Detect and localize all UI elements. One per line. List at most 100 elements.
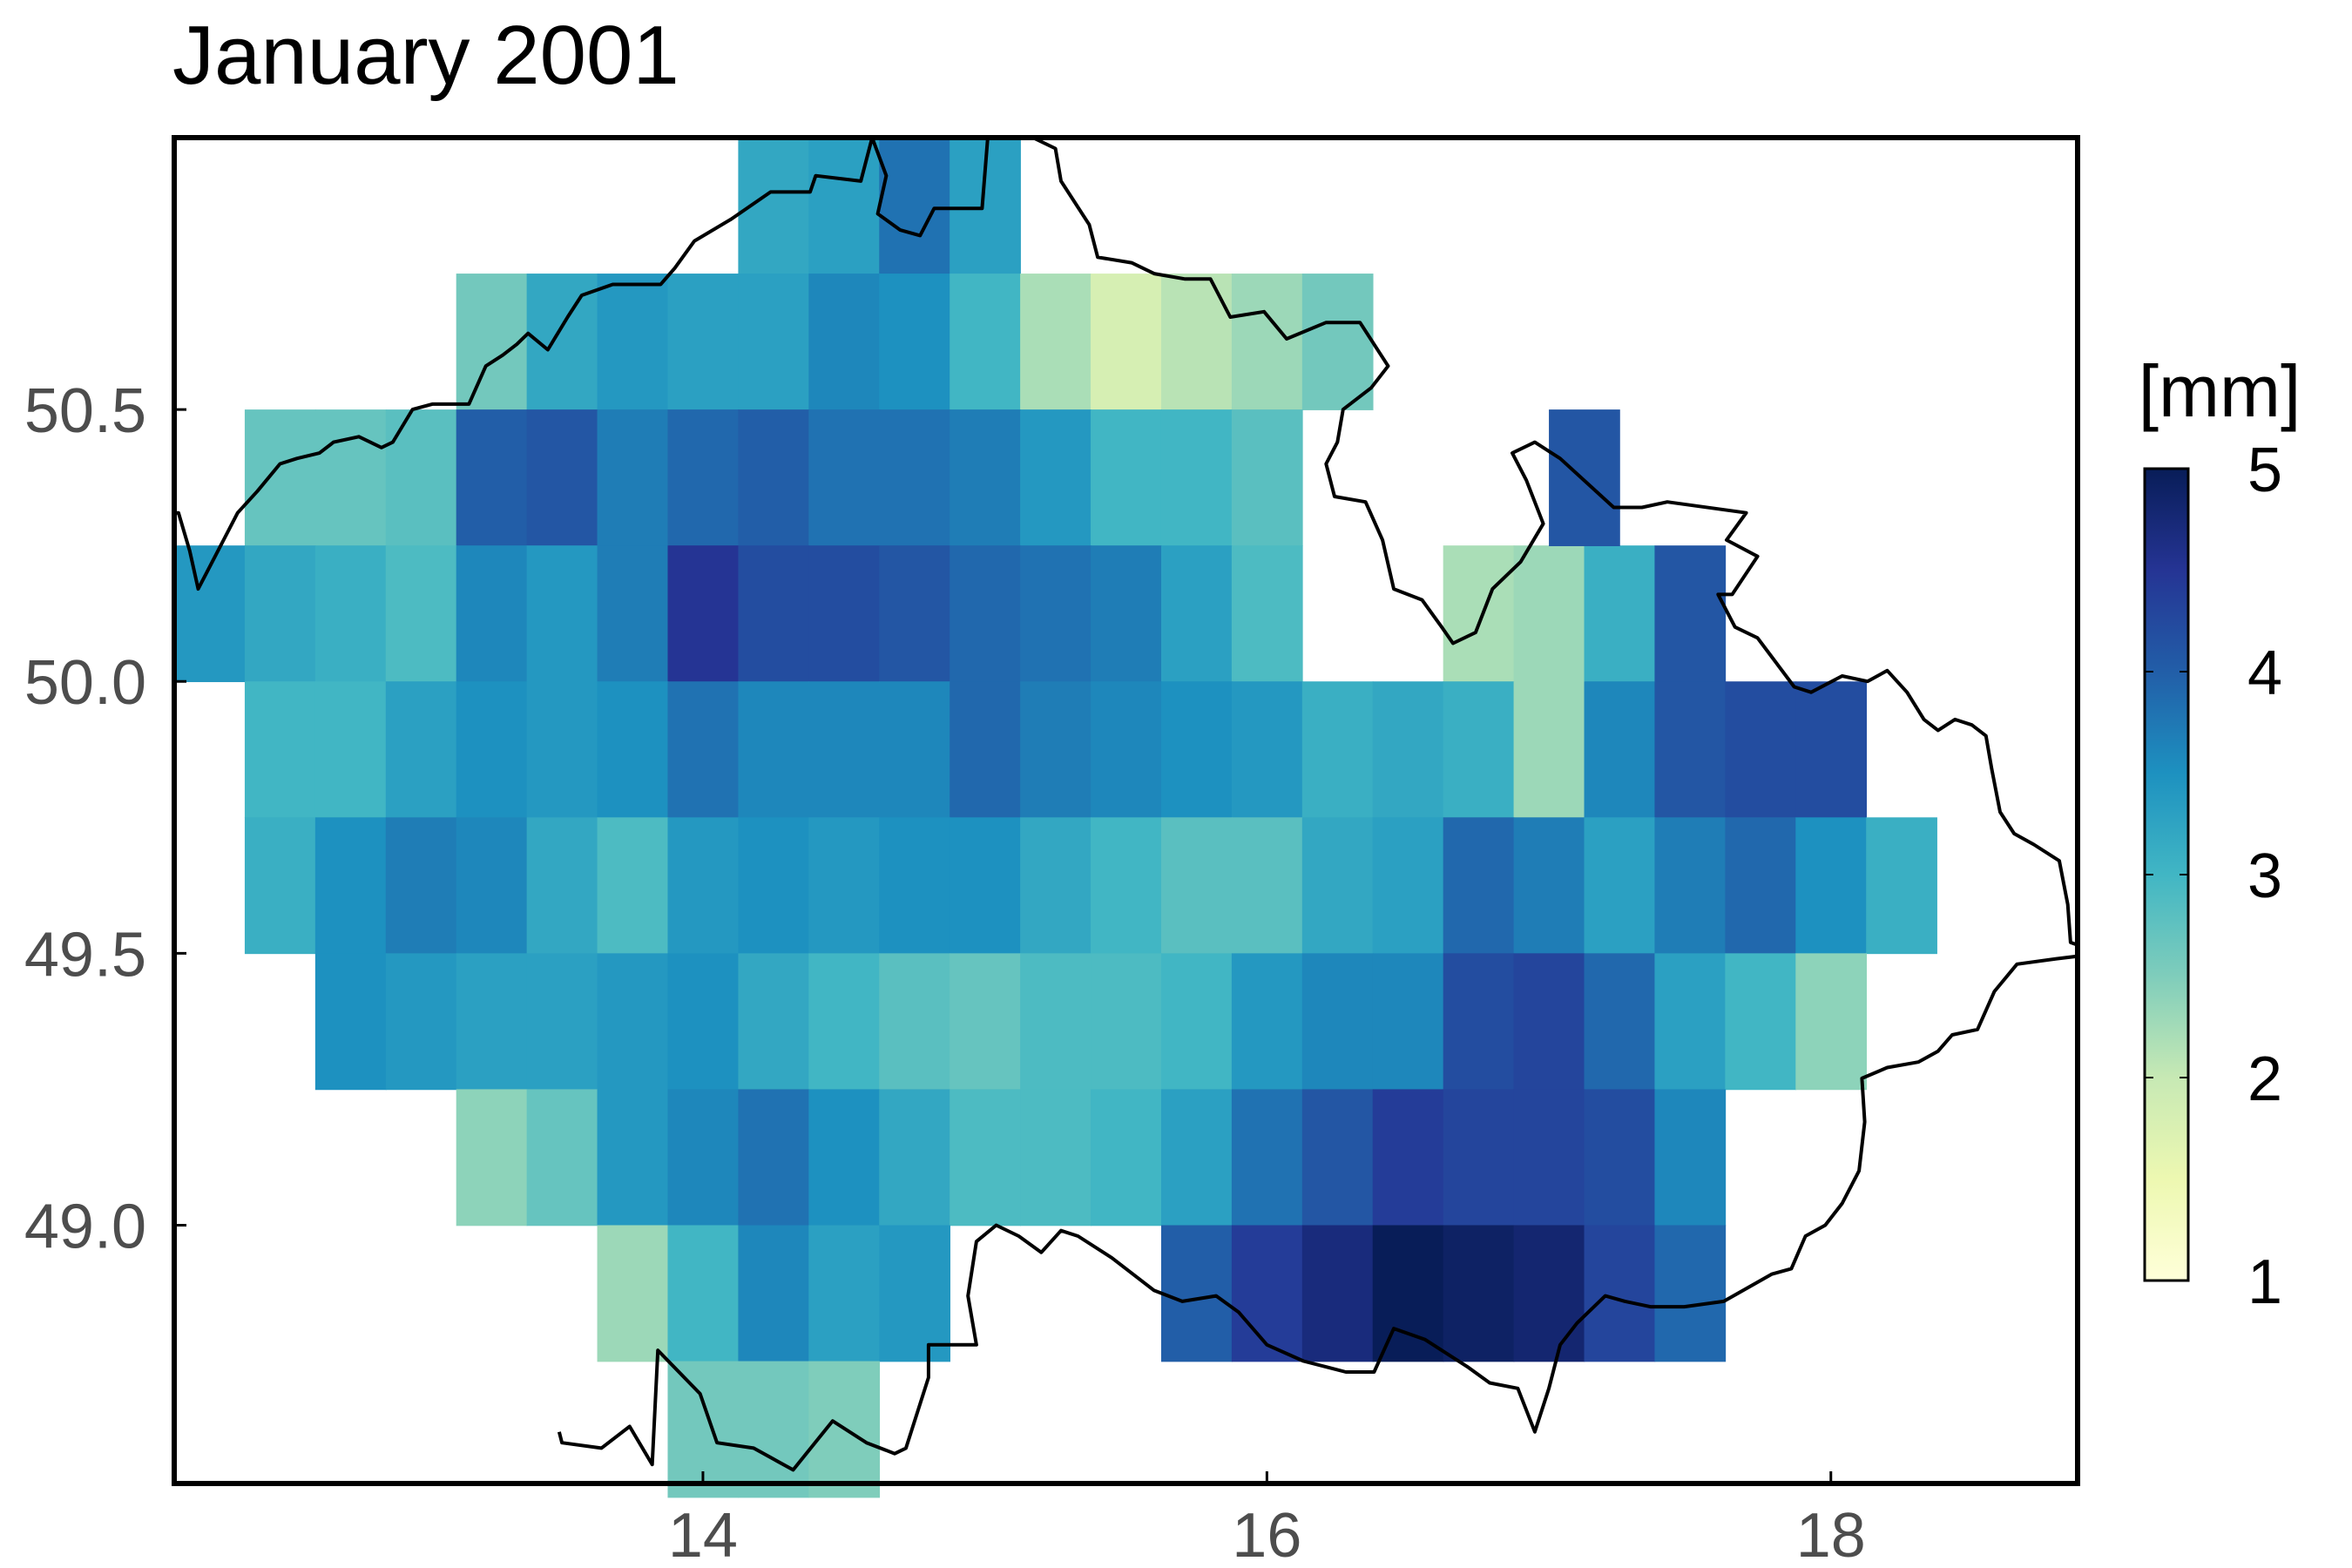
colorbar-tick-label: 5: [2247, 436, 2282, 505]
y-tick-label: 49.5: [24, 920, 146, 990]
grid-cell: [1020, 817, 1092, 955]
grid-cell: [1231, 545, 1303, 683]
grid-cell: [385, 953, 457, 1091]
grid-cell: [1301, 681, 1374, 819]
grid-cell: [1443, 1089, 1515, 1227]
grid-cell: [385, 817, 457, 955]
grid-cell: [1020, 681, 1092, 819]
grid-cell: [738, 409, 810, 546]
grid-cell: [456, 274, 528, 410]
grid-cell: [808, 681, 881, 819]
grid-cell: [667, 1089, 740, 1227]
x-tick-label: 18: [1796, 1501, 1866, 1568]
grid-cell: [1513, 953, 1585, 1091]
grid-cell: [456, 545, 528, 683]
grid-cell: [1372, 681, 1444, 819]
grid-cell: [1020, 409, 1092, 546]
grid-cell: [1160, 681, 1233, 819]
grid-cell: [244, 681, 316, 819]
grid-cell: [1584, 817, 1656, 955]
grid-cell: [1020, 274, 1092, 410]
grid-cell: [526, 953, 598, 1091]
grid-cell: [1795, 817, 1868, 955]
grid-cell: [1584, 545, 1656, 683]
grid-cell: [314, 681, 387, 819]
grid-cell: [738, 1225, 810, 1362]
grid-cell: [667, 409, 740, 546]
grid-cell: [244, 409, 316, 546]
grid-cell: [1231, 1225, 1303, 1362]
grid-cell: [1231, 1089, 1303, 1227]
grid-cell: [1584, 681, 1656, 819]
grid-cell: [879, 681, 950, 819]
grid-cell: [597, 1089, 669, 1227]
grid-cell: [667, 681, 740, 819]
grid-cell: [1160, 545, 1233, 683]
grid-cell: [1160, 953, 1233, 1091]
grid-cell: [1160, 409, 1233, 546]
grid-cell: [1443, 817, 1515, 955]
grid-cell: [667, 1225, 740, 1362]
grid-cell: [1443, 953, 1515, 1091]
x-axis-ticks: 14 16 18: [668, 1471, 1866, 1568]
grid-cell: [1301, 1089, 1374, 1227]
grid-cell: [808, 138, 881, 274]
grid-cell: [526, 1089, 598, 1227]
grid-cell: [456, 681, 528, 819]
grid-cell: [244, 545, 316, 683]
grid-cell: [1654, 817, 1727, 955]
grid-cell: [526, 817, 598, 955]
grid-cell: [738, 817, 810, 955]
grid-cell: [1160, 274, 1233, 410]
grid-cell: [879, 817, 950, 955]
grid-cell: [526, 545, 598, 683]
grid-cell: [879, 138, 950, 274]
grid-cell: [1091, 274, 1162, 410]
grid-cell: [1231, 409, 1303, 546]
colorbar-tick-label: 4: [2247, 639, 2282, 708]
grid-cell: [1654, 545, 1727, 683]
grid-cell: [385, 545, 457, 683]
grid-cell: [1866, 817, 1937, 955]
grid-cell: [879, 409, 950, 546]
grid-cell: [808, 545, 881, 683]
grid-cell: [526, 681, 598, 819]
colorbar-ticks: 1 2 3 4 5: [2145, 436, 2282, 1317]
grid-cell: [667, 545, 740, 683]
grid-cell: [1160, 1089, 1233, 1227]
colorbar-tick-label: 1: [2247, 1247, 2282, 1317]
y-tick-label: 50.0: [24, 648, 146, 718]
grid-cell: [1654, 1225, 1727, 1362]
grid-cell: [1725, 817, 1797, 955]
grid-cell: [950, 681, 1021, 819]
grid-cell: [1301, 274, 1374, 410]
grid-cell: [456, 1089, 528, 1227]
grid-cell: [1584, 1089, 1656, 1227]
grid-cell: [1654, 953, 1727, 1091]
grid-cell: [1513, 1089, 1585, 1227]
grid-cell: [314, 817, 387, 955]
grid-cell: [808, 1089, 881, 1227]
grid-cell: [1231, 274, 1303, 410]
grid-cell: [667, 953, 740, 1091]
precipitation-grid: [174, 138, 1937, 1498]
grid-cell: [738, 1089, 810, 1227]
grid-cell: [950, 545, 1021, 683]
grid-cell: [1443, 681, 1515, 819]
grid-cell: [456, 409, 528, 546]
grid-cell: [1301, 1225, 1374, 1362]
grid-cell: [1372, 1225, 1444, 1362]
y-tick-label: 49.0: [24, 1192, 146, 1261]
grid-cell: [1091, 409, 1162, 546]
grid-cell: [1549, 409, 1620, 546]
grid-cell: [1513, 817, 1585, 955]
grid-cell: [597, 817, 669, 955]
grid-cell: [1372, 953, 1444, 1091]
grid-cell: [1020, 1089, 1092, 1227]
grid-cell: [1513, 681, 1585, 819]
y-tick-label: 50.5: [24, 376, 146, 446]
colorbar-tick-label: 3: [2247, 841, 2282, 911]
grid-cell: [808, 953, 881, 1091]
grid-cell: [1513, 1225, 1585, 1362]
grid-cell: [738, 274, 810, 410]
